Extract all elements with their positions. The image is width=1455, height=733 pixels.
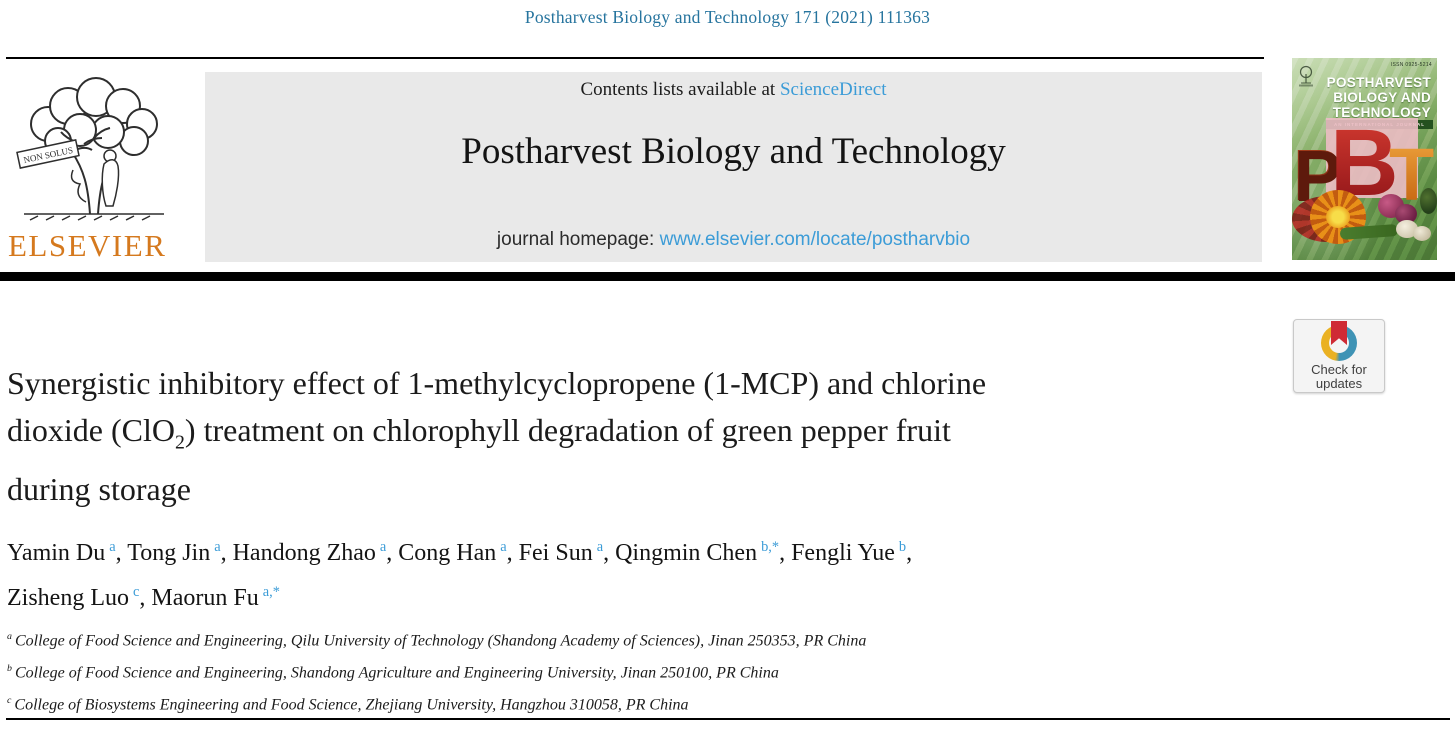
sciencedirect-link[interactable]: ScienceDirect bbox=[779, 79, 887, 100]
mushroom-graphic bbox=[1413, 226, 1431, 241]
avocado-graphic bbox=[1420, 188, 1437, 214]
contents-prefix-text: Contents lists available at bbox=[580, 79, 780, 100]
check-for-updates-badge[interactable]: Check for updates bbox=[1293, 319, 1385, 393]
top-divider-line bbox=[6, 57, 1264, 59]
journal-banner: Contents lists available at ScienceDirec… bbox=[205, 72, 1262, 262]
author-list: Yamin Du a, Tong Jin a, Handong Zhao a, Con… bbox=[7, 539, 913, 611]
elsevier-logo: NON SOLUS ELSEVIER bbox=[6, 72, 182, 264]
elsevier-tree-icon: NON SOLUS bbox=[16, 77, 164, 221]
journal-homepage-line: journal homepage: www.elsevier.com/locat… bbox=[205, 229, 1262, 251]
check-label-line1: Check for bbox=[1311, 362, 1367, 377]
elsevier-wordmark: ELSEVIER bbox=[8, 228, 167, 263]
cover-issn-text: ISSN 0925-5214 bbox=[1390, 62, 1432, 68]
cover-title-line2: BIOLOGY AND bbox=[1333, 90, 1431, 105]
journal-homepage-link[interactable]: www.elsevier.com/locate/postharvbio bbox=[659, 229, 971, 250]
journal-citation-header: Postharvest Biology and Technology 171 (… bbox=[524, 7, 931, 27]
mushroom-graphic bbox=[1396, 220, 1418, 238]
cover-journal-title: POSTHARVEST BIOLOGY AND TECHNOLOGY bbox=[1327, 75, 1431, 120]
radish-graphic bbox=[1395, 204, 1417, 224]
homepage-prefix-text: journal homepage: bbox=[496, 229, 660, 250]
cover-title-line1: POSTHARVEST bbox=[1326, 75, 1431, 90]
cover-mini-elsevier-icon bbox=[1299, 65, 1313, 87]
cover-title-line3: TECHNOLOGY bbox=[1332, 105, 1431, 120]
cover-produce-collage bbox=[1292, 188, 1437, 248]
crossmark-bookmark-icon bbox=[1331, 321, 1347, 345]
journal-title: Postharvest Biology and Technology bbox=[461, 131, 1006, 172]
green-beans-graphic bbox=[1339, 223, 1399, 241]
article-title: Synergistic inhibitory effect of 1-methy… bbox=[7, 365, 987, 508]
check-for-updates-label: Check for updates bbox=[1294, 363, 1384, 391]
thick-divider-bar bbox=[0, 272, 1455, 281]
check-label-line2: updates bbox=[1315, 376, 1363, 391]
affiliation-list: a College of Food Science and Engineering… bbox=[7, 631, 867, 713]
contents-lists-line: Contents lists available at ScienceDirec… bbox=[205, 79, 1262, 101]
cover-collage-backdrop bbox=[1326, 118, 1418, 198]
bottom-divider-line bbox=[6, 718, 1450, 720]
journal-cover-thumbnail[interactable]: ISSN 0925-5214 POSTHARVEST BIOLOGY AND T… bbox=[1292, 58, 1437, 260]
